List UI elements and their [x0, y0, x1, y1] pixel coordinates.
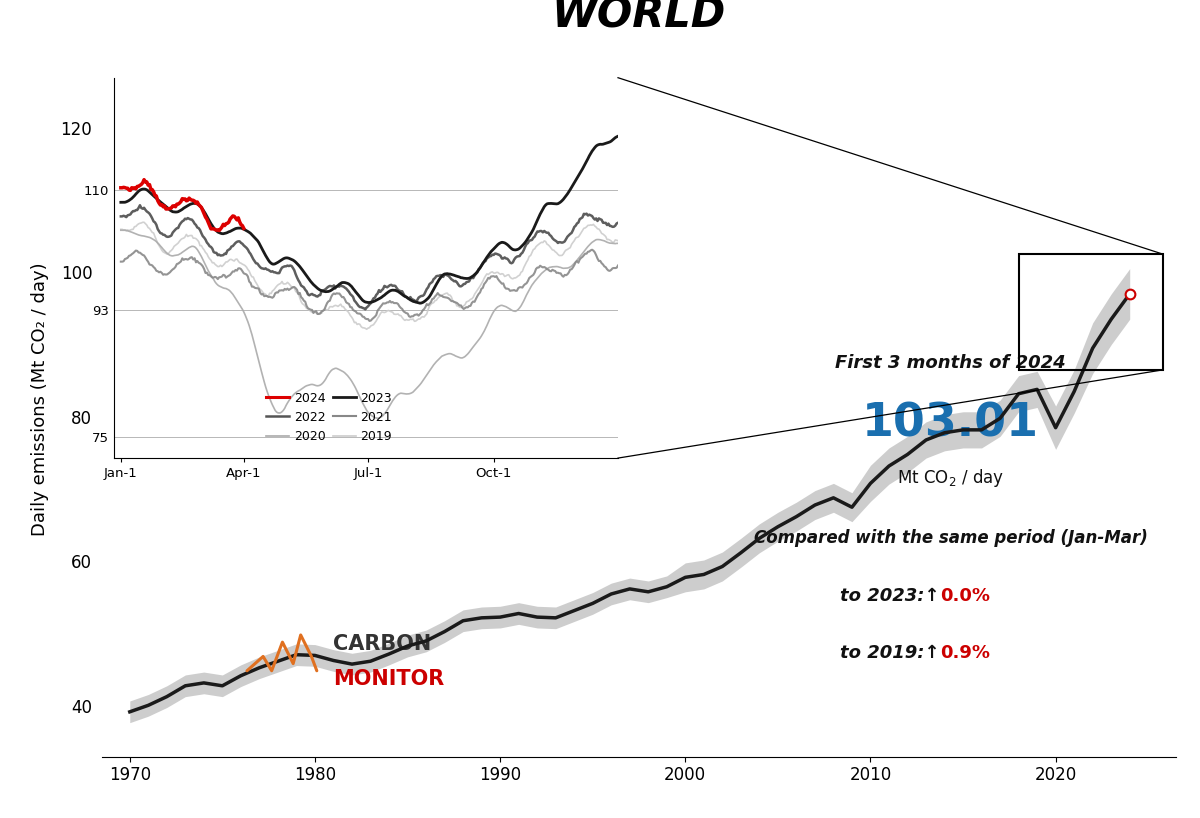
Text: First 3 months of 2024: First 3 months of 2024	[835, 354, 1066, 372]
Y-axis label: Daily emissions (Mt CO₂ / day): Daily emissions (Mt CO₂ / day)	[31, 262, 49, 536]
Text: to 2023:↑: to 2023:↑	[840, 587, 940, 605]
Text: 103.01: 103.01	[862, 402, 1039, 447]
Title: WORLD: WORLD	[552, 0, 726, 36]
Text: to 2019:↑: to 2019:↑	[840, 644, 940, 662]
Legend: 2024, 2022, 2020, 2023, 2021, 2019: 2024, 2022, 2020, 2023, 2021, 2019	[262, 387, 397, 448]
Text: 0.9%: 0.9%	[940, 644, 990, 662]
Text: 0.0%: 0.0%	[940, 587, 990, 605]
Text: CARBON: CARBON	[332, 634, 431, 654]
Text: Mt CO$_2$ / day: Mt CO$_2$ / day	[896, 466, 1004, 488]
Text: MONITOR: MONITOR	[332, 669, 444, 690]
Text: Compared with the same period (Jan-Mar): Compared with the same period (Jan-Mar)	[754, 529, 1147, 547]
